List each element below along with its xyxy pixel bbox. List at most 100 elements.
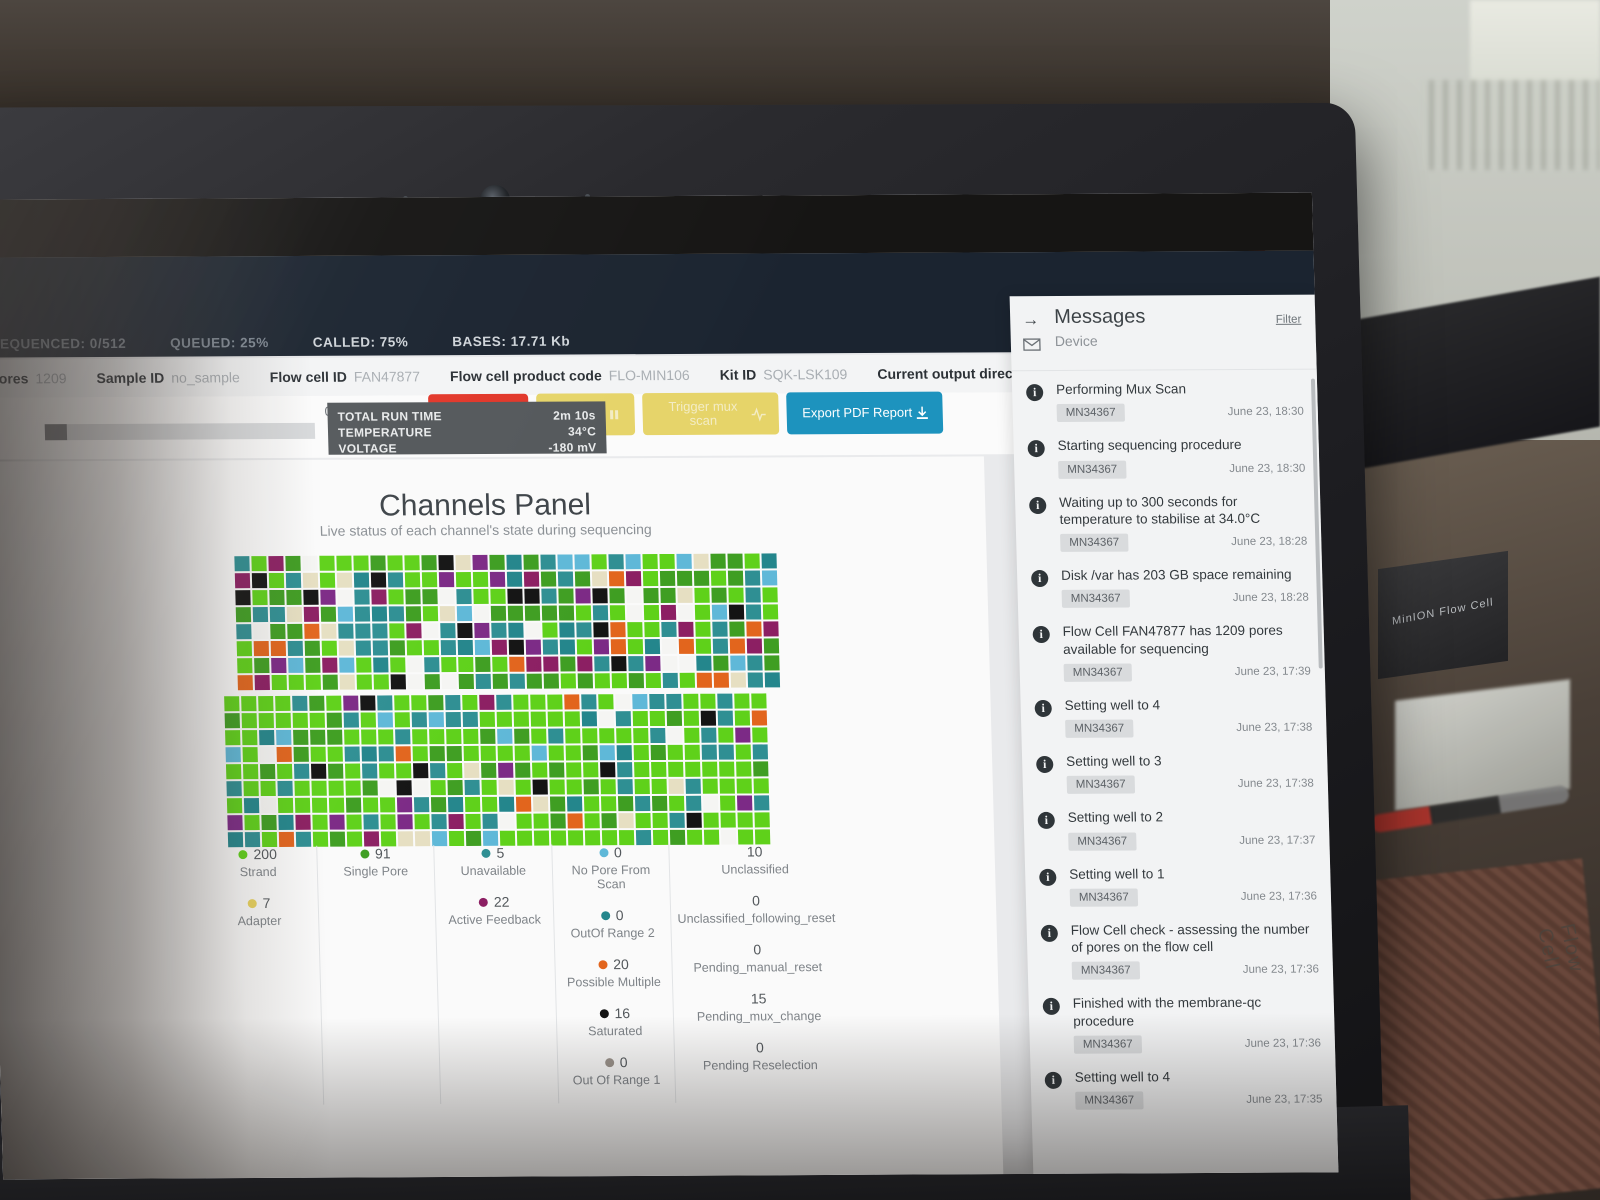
channel-cell[interactable] xyxy=(594,656,610,672)
channel-cell[interactable] xyxy=(261,814,277,831)
channel-cell[interactable] xyxy=(679,672,696,688)
channel-cell[interactable] xyxy=(431,814,447,830)
channel-cell[interactable] xyxy=(643,605,660,621)
channel-cell[interactable] xyxy=(565,728,581,744)
arrow-right-icon[interactable]: → xyxy=(1021,310,1040,330)
channel-cell[interactable] xyxy=(701,744,718,760)
channel-cell[interactable] xyxy=(514,728,530,744)
channel-cell[interactable] xyxy=(428,695,444,711)
channel-cell[interactable] xyxy=(531,745,547,761)
channel-cell[interactable] xyxy=(235,607,252,623)
channel-cell[interactable] xyxy=(592,588,608,604)
channel-cell[interactable] xyxy=(458,656,474,673)
channel-cell[interactable] xyxy=(320,606,337,622)
channel-cell[interactable] xyxy=(276,746,292,762)
channel-cell[interactable] xyxy=(489,554,505,570)
channel-cell[interactable] xyxy=(642,554,658,570)
channel-cell[interactable] xyxy=(734,693,750,709)
channel-cell[interactable] xyxy=(234,573,251,589)
channel-cell[interactable] xyxy=(277,797,294,813)
channel-cell[interactable] xyxy=(600,779,616,795)
channel-cell[interactable] xyxy=(712,621,728,637)
channel-cell[interactable] xyxy=(498,762,514,778)
channel-cell[interactable] xyxy=(507,605,524,621)
channel-cell[interactable] xyxy=(326,712,343,728)
channel-cell[interactable] xyxy=(462,711,479,728)
channel-cell[interactable] xyxy=(346,831,363,847)
channel-cell[interactable] xyxy=(413,763,429,779)
channel-cell[interactable] xyxy=(677,587,693,603)
channel-cell[interactable] xyxy=(547,694,563,710)
channel-cell[interactable] xyxy=(525,639,542,655)
channel-cell[interactable] xyxy=(728,587,744,603)
channel-cell[interactable] xyxy=(566,779,582,795)
channel-cell[interactable] xyxy=(260,780,276,797)
channel-cell[interactable] xyxy=(353,572,370,588)
channel-cell[interactable] xyxy=(618,813,634,829)
channel-cell[interactable] xyxy=(286,606,303,622)
channel-cell[interactable] xyxy=(446,746,462,762)
channel-cell[interactable] xyxy=(761,553,777,569)
channel-cell[interactable] xyxy=(422,589,438,605)
channel-cell[interactable] xyxy=(644,622,660,638)
channel-cell[interactable] xyxy=(343,712,360,728)
channel-cell[interactable] xyxy=(506,554,522,570)
message-item[interactable]: i Flow Cell FAN47877 has 1209 pores avail… xyxy=(1018,613,1325,688)
channel-cell[interactable] xyxy=(524,605,541,621)
channel-cell[interactable] xyxy=(424,674,441,690)
channel-cell[interactable] xyxy=(251,556,267,572)
channel-cell[interactable] xyxy=(464,779,480,795)
channel-cell[interactable] xyxy=(441,674,458,690)
channel-cell[interactable] xyxy=(474,622,490,638)
channel-cell[interactable] xyxy=(526,656,542,672)
channel-cell[interactable] xyxy=(696,655,712,671)
channel-cell[interactable] xyxy=(345,780,361,796)
channel-cell[interactable] xyxy=(304,640,321,656)
channel-cell[interactable] xyxy=(751,693,767,709)
channel-cell[interactable] xyxy=(490,605,507,621)
channel-cell[interactable] xyxy=(686,829,703,845)
channel-cell[interactable] xyxy=(720,829,737,845)
channel-cell[interactable] xyxy=(695,638,712,654)
channel-cell[interactable] xyxy=(694,604,711,620)
channel-cell[interactable] xyxy=(702,761,718,777)
channel-cell[interactable] xyxy=(659,553,675,570)
channel-cell[interactable] xyxy=(254,658,270,674)
channel-cell[interactable] xyxy=(625,571,642,587)
channel-cell[interactable] xyxy=(594,673,611,689)
channel-cell[interactable] xyxy=(227,832,244,848)
channel-cell[interactable] xyxy=(319,555,335,571)
channel-cell[interactable] xyxy=(744,553,760,569)
channel-cell[interactable] xyxy=(253,641,270,657)
channel-cell[interactable] xyxy=(753,778,769,794)
channel-cell[interactable] xyxy=(763,621,779,637)
channel-cell[interactable] xyxy=(736,795,753,811)
channel-cell[interactable] xyxy=(491,622,507,638)
channel-cell[interactable] xyxy=(735,744,752,760)
channel-cell[interactable] xyxy=(727,570,744,586)
channel-cell[interactable] xyxy=(735,727,751,743)
channel-cell[interactable] xyxy=(661,621,677,637)
channel-cell[interactable] xyxy=(745,587,761,603)
channel-cell[interactable] xyxy=(645,655,661,672)
channel-cell[interactable] xyxy=(303,606,320,622)
channel-cell[interactable] xyxy=(405,589,421,605)
channel-cell[interactable] xyxy=(634,796,651,812)
channel-cell[interactable] xyxy=(496,711,513,727)
channel-cell[interactable] xyxy=(633,728,649,744)
channel-cell[interactable] xyxy=(293,763,310,779)
channel-cell[interactable] xyxy=(499,830,516,846)
channel-cell[interactable] xyxy=(601,830,618,846)
channel-cell[interactable] xyxy=(582,745,598,761)
channel-cell[interactable] xyxy=(413,780,429,796)
message-item[interactable]: i Starting sequencing procedure MN34367 Jun… xyxy=(1013,427,1320,485)
channel-cell[interactable] xyxy=(236,641,253,657)
channel-cell[interactable] xyxy=(679,655,695,671)
channel-cell[interactable] xyxy=(557,554,573,570)
channel-cell[interactable] xyxy=(662,655,678,671)
channel-cell[interactable] xyxy=(268,572,285,589)
channel-cell[interactable] xyxy=(729,621,745,637)
channel-cell[interactable] xyxy=(685,761,701,777)
channel-cell[interactable] xyxy=(394,712,411,728)
channel-cell[interactable] xyxy=(541,605,558,621)
